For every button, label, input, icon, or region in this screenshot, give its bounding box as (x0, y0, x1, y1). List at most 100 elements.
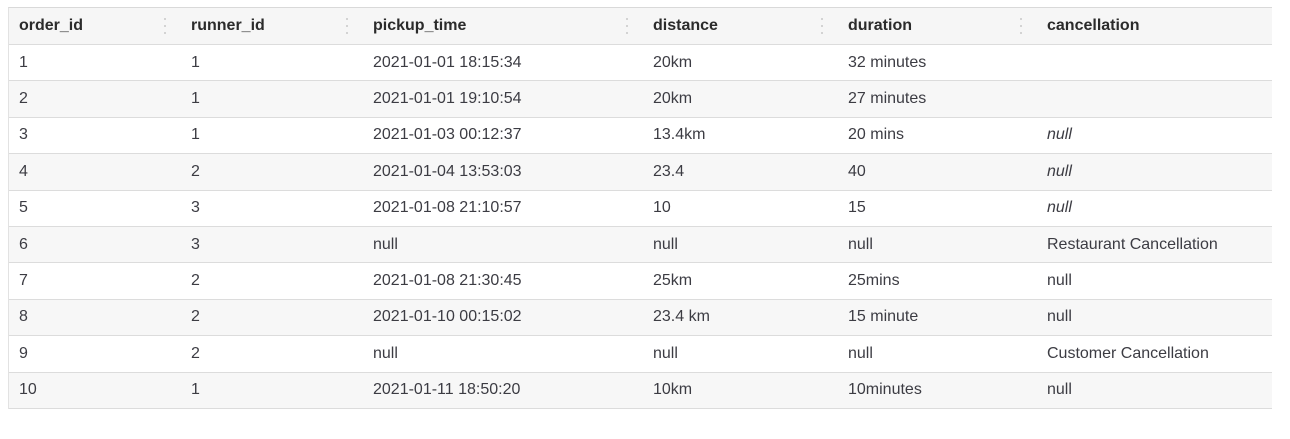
cell-value: 9 (19, 344, 28, 362)
cell-order-id[interactable]: 8 (9, 300, 181, 335)
cell-distance[interactable]: null (643, 336, 838, 371)
table-row[interactable]: 9 2 null null null Customer Cancellation (9, 336, 1272, 373)
column-resize-handle-icon[interactable] (345, 18, 349, 34)
cell-distance[interactable]: 20km (643, 81, 838, 116)
cell-runner-id[interactable]: 2 (181, 336, 363, 371)
cell-value: 10km (653, 381, 693, 399)
cell-value: 2021-01-08 21:10:57 (373, 199, 522, 217)
cell-order-id[interactable]: 6 (9, 227, 181, 262)
cell-pickup-time[interactable]: 2021-01-08 21:10:57 (363, 191, 643, 226)
cell-order-id[interactable]: 7 (9, 263, 181, 298)
cell-pickup-time[interactable]: 2021-01-10 00:15:02 (363, 300, 643, 335)
cell-duration[interactable]: null (838, 227, 1037, 262)
cell-cancellation[interactable]: null (1037, 118, 1272, 153)
column-resize-handle-icon[interactable] (163, 18, 167, 34)
table-row[interactable]: 10 1 2021-01-11 18:50:20 10km 10minutes null (9, 372, 1272, 409)
table-row[interactable]: 6 3 null null null Restaurant Cancellation (9, 226, 1272, 264)
cell-cancellation[interactable]: null (1037, 263, 1272, 298)
cell-duration[interactable]: 10minutes (838, 373, 1037, 408)
table-row[interactable]: 5 3 2021-01-08 21:10:57 10 15 null (9, 190, 1272, 227)
cell-cancellation[interactable]: Restaurant Cancellation (1037, 227, 1272, 262)
cell-cancellation[interactable]: null (1037, 154, 1272, 189)
cell-runner-id[interactable]: 1 (181, 118, 363, 153)
cell-runner-id[interactable]: 2 (181, 154, 363, 189)
cell-distance[interactable]: 23.4 km (643, 300, 838, 335)
cell-cancellation[interactable]: null (1037, 300, 1272, 335)
cell-pickup-time[interactable]: 2021-01-03 00:12:37 (363, 118, 643, 153)
cell-duration[interactable]: 20 mins (838, 118, 1037, 153)
cell-pickup-time[interactable]: 2021-01-01 19:10:54 (363, 81, 643, 116)
cell-runner-id[interactable]: 3 (181, 191, 363, 226)
table-row[interactable]: 8 2 2021-01-10 00:15:02 23.4 km 15 minute nul… (9, 299, 1272, 337)
results-table: order_id runner_id pickup_time distance … (8, 7, 1272, 409)
cell-cancellation[interactable]: null (1037, 373, 1272, 408)
cell-order-id[interactable]: 9 (9, 336, 181, 371)
cell-order-id[interactable]: 2 (9, 81, 181, 116)
cell-pickup-time[interactable]: 2021-01-04 13:53:03 (363, 154, 643, 189)
cell-value: 2021-01-01 19:10:54 (373, 90, 522, 108)
cell-value: 23.4 (653, 162, 685, 180)
cell-pickup-time[interactable]: 2021-01-11 18:50:20 (363, 373, 643, 408)
column-header-duration[interactable]: duration (838, 8, 1037, 44)
cell-runner-id[interactable]: 1 (181, 373, 363, 408)
cell-distance[interactable]: 13.4km (643, 118, 838, 153)
cell-order-id[interactable]: 1 (9, 45, 181, 80)
cell-duration[interactable]: 15 (838, 191, 1037, 226)
cell-duration[interactable]: null (838, 336, 1037, 371)
cell-value: 10 (653, 199, 671, 217)
cell-runner-id[interactable]: 2 (181, 263, 363, 298)
cell-runner-id[interactable]: 1 (181, 81, 363, 116)
table-row[interactable]: 2 1 2021-01-01 19:10:54 20km 27 minutes (9, 81, 1272, 118)
cell-distance[interactable]: 20km (643, 45, 838, 80)
table-row[interactable]: 7 2 2021-01-08 21:30:45 25km 25mins null (9, 263, 1272, 300)
column-header-cancellation[interactable]: cancellation (1037, 8, 1272, 44)
cell-value: 32 minutes (848, 53, 927, 71)
table-row[interactable]: 3 1 2021-01-03 00:12:37 13.4km 20 mins null (9, 117, 1272, 155)
column-header-label: duration (848, 17, 912, 34)
column-header-runner-id[interactable]: runner_id (181, 8, 363, 44)
column-header-pickup-time[interactable]: pickup_time (363, 8, 643, 44)
cell-order-id[interactable]: 3 (9, 118, 181, 153)
cell-cancellation[interactable]: null (1037, 191, 1272, 226)
cell-value: 15 (848, 199, 866, 217)
table-row[interactable]: 4 2 2021-01-04 13:53:03 23.4 40 null (9, 154, 1272, 191)
cell-runner-id[interactable]: 1 (181, 45, 363, 80)
cell-value: 1 (191, 53, 200, 71)
cell-value: 40 (848, 162, 866, 180)
column-header-distance[interactable]: distance (643, 8, 838, 44)
cell-value: 5 (19, 199, 28, 217)
cell-value: null (1047, 199, 1072, 217)
cell-duration[interactable]: 15 minute (838, 300, 1037, 335)
cell-distance[interactable]: 10km (643, 373, 838, 408)
column-resize-handle-icon[interactable] (1019, 18, 1023, 34)
cell-pickup-time[interactable]: 2021-01-01 18:15:34 (363, 45, 643, 80)
cell-value: 20km (653, 90, 693, 108)
cell-pickup-time[interactable]: null (363, 227, 643, 262)
column-header-order-id[interactable]: order_id (9, 8, 181, 44)
cell-runner-id[interactable]: 2 (181, 300, 363, 335)
cell-distance[interactable]: 25km (643, 263, 838, 298)
cell-duration[interactable]: 40 (838, 154, 1037, 189)
cell-distance[interactable]: 10 (643, 191, 838, 226)
cell-duration[interactable]: 25mins (838, 263, 1037, 298)
table-row[interactable]: 1 1 2021-01-01 18:15:34 20km 32 minutes (9, 45, 1272, 82)
column-resize-handle-icon[interactable] (625, 18, 629, 34)
cell-cancellation[interactable] (1037, 45, 1272, 80)
cell-value: 27 minutes (848, 90, 927, 108)
cell-duration[interactable]: 32 minutes (838, 45, 1037, 80)
cell-distance[interactable]: 23.4 (643, 154, 838, 189)
cell-cancellation[interactable] (1037, 81, 1272, 116)
cell-order-id[interactable]: 4 (9, 154, 181, 189)
cell-order-id[interactable]: 5 (9, 191, 181, 226)
cell-pickup-time[interactable]: 2021-01-08 21:30:45 (363, 263, 643, 298)
cell-order-id[interactable]: 10 (9, 373, 181, 408)
column-resize-handle-icon[interactable] (820, 18, 824, 34)
cell-duration[interactable]: 27 minutes (838, 81, 1037, 116)
cell-distance[interactable]: null (643, 227, 838, 262)
column-header-label: pickup_time (373, 17, 467, 34)
cell-value: 2021-01-03 00:12:37 (373, 126, 522, 144)
cell-pickup-time[interactable]: null (363, 336, 643, 371)
cell-runner-id[interactable]: 3 (181, 227, 363, 262)
cell-value: null (848, 344, 873, 362)
cell-cancellation[interactable]: Customer Cancellation (1037, 336, 1272, 371)
